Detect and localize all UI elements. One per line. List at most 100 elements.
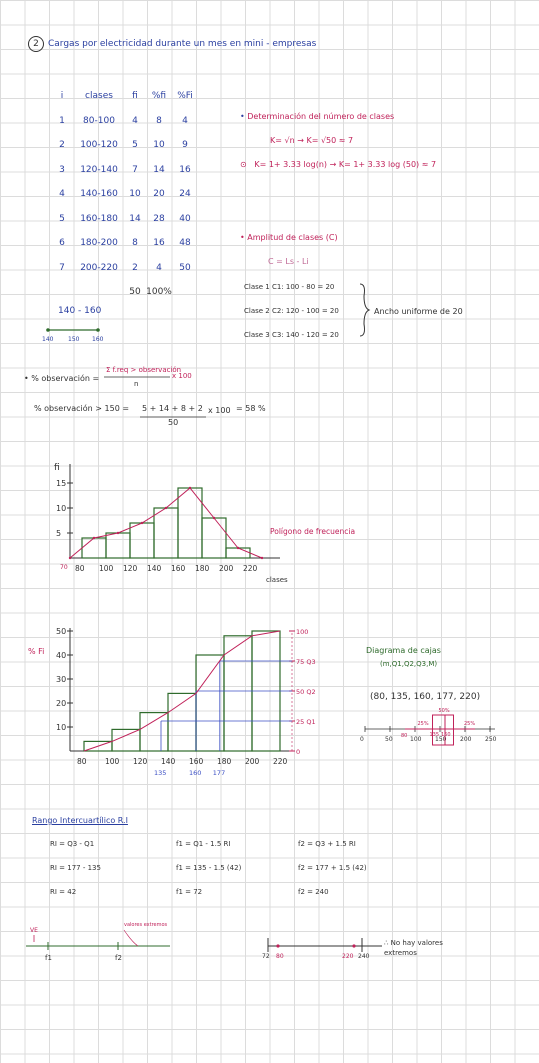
cell: 24	[179, 189, 191, 200]
boxplot-label: 135	[430, 732, 440, 738]
ri-line2: RI = 177 - 135	[50, 864, 101, 872]
ri-line1: RI = Q3 - Q1	[50, 840, 95, 848]
cell: 2	[132, 262, 138, 273]
x-tick-label-extra: 70	[60, 564, 68, 571]
frequency-table: i clases fi %fi %Fi 1 80-100 4 8 4 2 100-120 5…	[50, 84, 198, 305]
x-tick-label: 140	[161, 757, 176, 766]
brace	[359, 283, 371, 337]
cell: 3	[59, 164, 65, 175]
cell: 5	[59, 213, 65, 224]
x-tick-label: 200	[219, 564, 234, 573]
header-cell: clases	[85, 91, 113, 102]
y-tick-label: 10	[56, 504, 66, 513]
header-cell: %fi	[151, 91, 167, 102]
cumulative-bar	[167, 692, 197, 752]
cell: 4	[59, 189, 65, 200]
x-tick-label: 200	[245, 757, 260, 766]
tick-220: 220	[342, 953, 354, 960]
y-tick-label: 30	[56, 675, 66, 684]
histogram-bar	[201, 517, 227, 559]
cell: 100-120	[80, 140, 118, 151]
cell: 80-100	[83, 115, 115, 126]
tick-80: 80	[276, 953, 284, 960]
cell: 50	[179, 262, 191, 273]
boxplot-box	[432, 714, 454, 746]
boxplot-tick-label: 50	[385, 736, 393, 743]
quartile-tick-label: 177	[213, 769, 225, 777]
extremes-line-2: 72 80 220 240	[262, 938, 382, 960]
x-tick-label: 80	[77, 757, 87, 766]
ri-line3: RI = 42	[50, 888, 77, 896]
cell: 180-200	[80, 238, 118, 249]
observacion-label: • % observación =	[24, 374, 100, 383]
cumulative-bar	[139, 711, 169, 752]
class-example-line: 140 150 160	[42, 328, 104, 343]
histogram-bar	[225, 547, 251, 559]
obs-denominator: n	[134, 380, 139, 388]
tick-label: 160	[92, 336, 104, 343]
histogram-chart: fi 5 10 15 80 100 120 140 160 180 200 220 70 clases Po…	[54, 463, 355, 584]
histogram-bar	[129, 522, 155, 559]
cell: 5	[132, 140, 138, 151]
polygon-point	[68, 556, 72, 560]
clase1: Clase 1 C1: 100 - 80 = 20	[244, 283, 335, 291]
valores-extremos-label: valores extremos	[124, 922, 168, 928]
boxplot-tick-label: 0	[360, 736, 364, 743]
ogive-line	[83, 630, 281, 752]
right-tick-label: 25 Q1	[296, 718, 316, 726]
table-totals: 50 100%	[50, 280, 198, 305]
tick-72: 72	[262, 953, 270, 960]
polygon-legend: Polígono de frecuencia	[270, 527, 355, 536]
extremes-line-1: VE f1 f2 valores extremos	[26, 922, 170, 962]
cell: 8	[156, 115, 162, 126]
y-axis-label: % Fi	[28, 647, 44, 656]
f1-line3: f1 = 72	[176, 888, 203, 896]
cell: 28	[153, 213, 165, 224]
boxplot-label: 50%	[439, 708, 450, 714]
cell: 6	[59, 238, 65, 249]
histogram-bar	[81, 537, 107, 559]
polygon-point	[236, 546, 240, 550]
table-row: 2 100-120 5 10 9	[50, 133, 198, 158]
polygon-point	[116, 531, 120, 535]
right-tick-label: 50 Q2	[296, 688, 316, 696]
y-tick-label: 15	[56, 479, 66, 488]
calc-fraction-bar	[140, 416, 206, 418]
tick-label: 150	[68, 336, 80, 343]
x-tick-label: 100	[99, 564, 114, 573]
boxplot-tick-label: 100	[410, 736, 422, 743]
boxplot-tick-label: 200	[460, 736, 472, 743]
ogive-chart: % Fi 10 20 30 40 50 0 25 Q1 50 Q2 75 Q3 100 135 160 1…	[28, 627, 316, 777]
obs-times: x 100	[172, 372, 192, 380]
note-title: Determinación del número de clases	[247, 112, 395, 121]
cell	[50, 280, 74, 305]
x-tick-label: 160	[171, 564, 186, 573]
polygon-point	[188, 486, 192, 490]
cell: 14	[153, 164, 165, 175]
note-title: Amplitud de clases (C)	[247, 233, 338, 242]
title-text: Cargas por electricidad durante un mes e…	[48, 39, 317, 49]
cumulative-bar	[223, 635, 253, 752]
histogram-bar	[105, 532, 131, 559]
note-amplitud: • Amplitud de clases (C)	[240, 233, 338, 242]
table-row: 5 160-180 14 28 40	[50, 207, 198, 232]
polygon-point	[140, 521, 144, 525]
note-num-clases: • Determinación del número de clases	[240, 112, 395, 121]
y-tick-label: 50	[56, 627, 66, 636]
y-axis-label: fi	[54, 463, 60, 473]
table-row: 4 140-160 10 20 24	[50, 182, 198, 207]
cell: 50	[129, 287, 141, 298]
obs-label-text: % observación =	[31, 374, 100, 383]
x-tick-label: 120	[123, 564, 138, 573]
y-tick-label: 10	[56, 723, 66, 732]
cell: 1	[59, 115, 65, 126]
f1-line2: f1 = 135 - 1.5 (42)	[176, 864, 242, 872]
boxplot-values: (80, 135, 160, 177, 220)	[370, 692, 481, 702]
cell: 16	[153, 238, 165, 249]
cell: 120-140	[80, 164, 118, 175]
obs-calc-times: x 100	[208, 406, 231, 415]
table-row: 6 180-200 8 16 48	[50, 231, 198, 256]
cell: 14	[129, 213, 141, 224]
cell	[74, 280, 124, 305]
cell: 10	[129, 189, 141, 200]
